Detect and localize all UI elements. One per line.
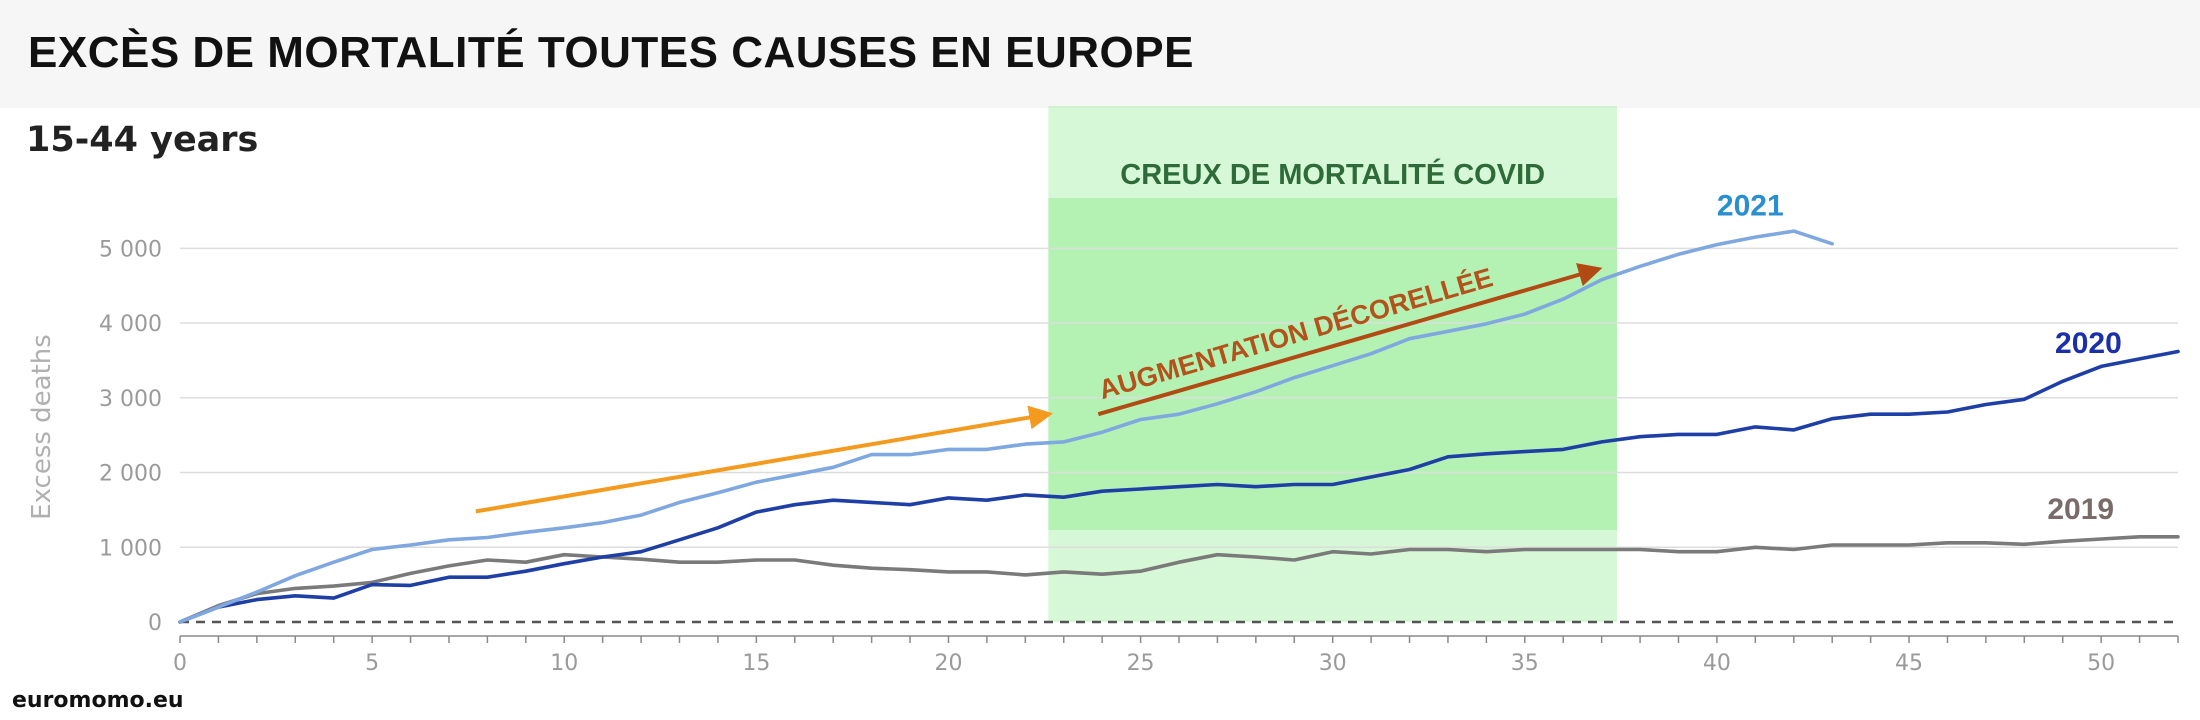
covid-trough-label: CREUX DE MORTALITÉ COVID <box>1120 157 1545 191</box>
x-tick-label: 35 <box>1511 651 1539 676</box>
red-trend-arrow <box>1097 263 1603 417</box>
series-label-2021: 2021 <box>1717 189 1784 222</box>
orange-trend-arrow <box>475 405 1054 514</box>
series-layer <box>178 229 2180 624</box>
grid-layer <box>180 247 2178 624</box>
y-tick-label: 1 000 <box>99 536 162 561</box>
y-tick-label: 3 000 <box>99 387 162 412</box>
source-credit: euromomo.eu <box>12 688 184 713</box>
series-line-2019 <box>178 534 2180 624</box>
x-tick-label: 20 <box>934 651 962 676</box>
y-tick-label: 0 <box>148 611 162 636</box>
series-line-2020 <box>178 349 2180 624</box>
x-tick-label: 50 <box>2087 651 2115 676</box>
y-tick-label: 5 000 <box>99 237 162 262</box>
x-tick-label: 30 <box>1319 651 1347 676</box>
x-tick-label: 0 <box>173 651 187 676</box>
x-tick-label: 15 <box>742 651 770 676</box>
y-tick-label: 4 000 <box>99 312 162 337</box>
x-tick-label: 45 <box>1895 651 1923 676</box>
series-line-2021 <box>178 229 1834 624</box>
chart-title: EXCÈS DE MORTALITÉ TOUTES CAUSES EN EURO… <box>28 28 1194 77</box>
x-tick-label: 25 <box>1127 651 1155 676</box>
y-tick-label: 2 000 <box>99 462 162 487</box>
y-axis-title: Excess deaths <box>27 334 57 520</box>
series-label-2020: 2020 <box>2055 327 2122 360</box>
axis-layer: 0 1 000 2 000 3 000 4 000 5 000 Excess deaths 0… <box>27 237 2179 676</box>
label-layer: 2021 2020 2019 <box>1717 189 2122 525</box>
title-bar <box>0 0 2200 108</box>
x-tick-label: 10 <box>550 651 578 676</box>
series-label-2019: 2019 <box>2047 493 2114 526</box>
chart-subtitle: 15-44 years <box>26 120 259 160</box>
x-tick-label: 5 <box>365 651 379 676</box>
x-tick-label: 40 <box>1703 651 1731 676</box>
